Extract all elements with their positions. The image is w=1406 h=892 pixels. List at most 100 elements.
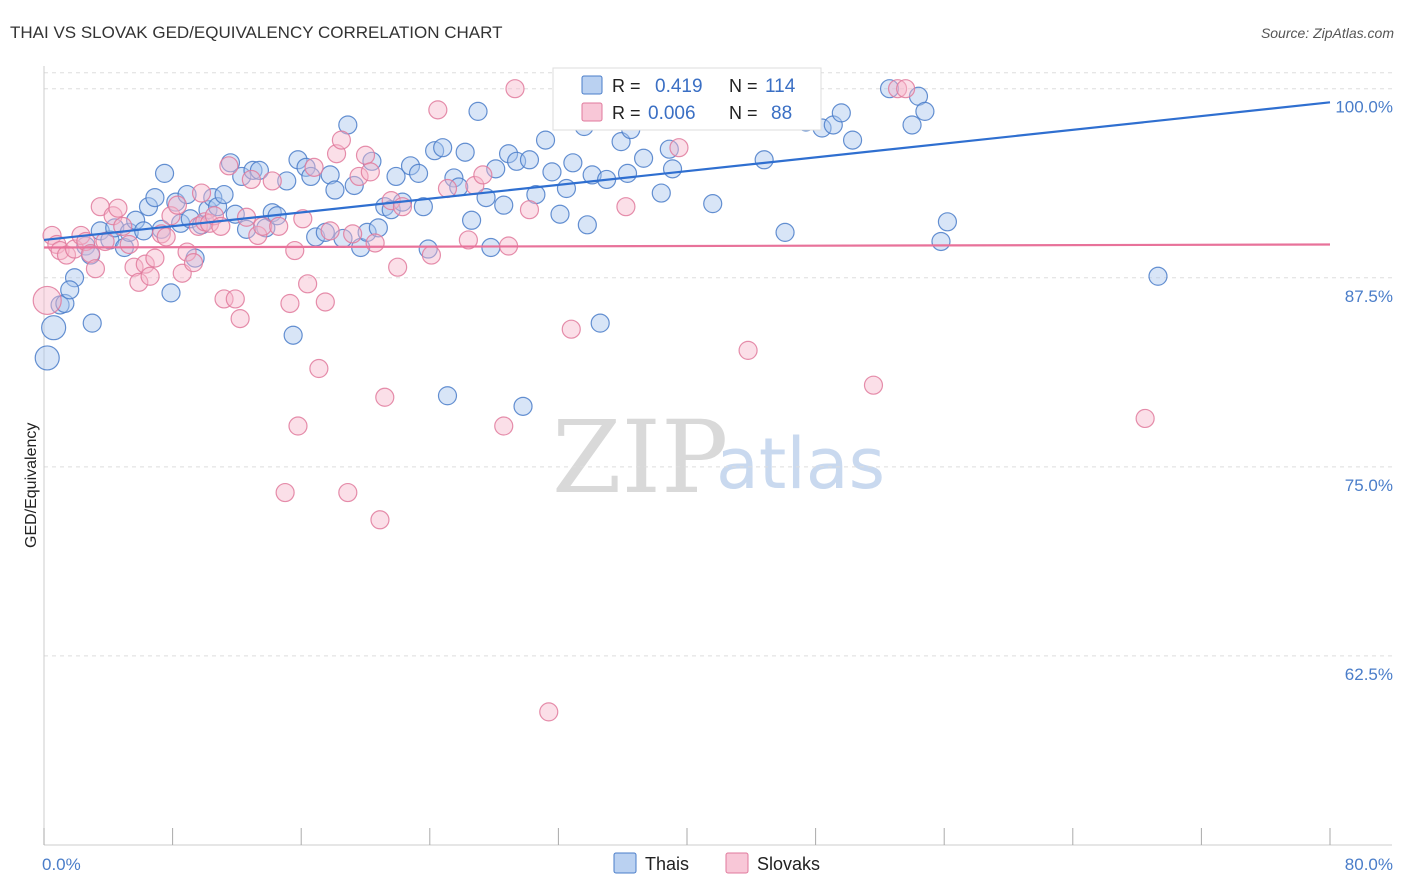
slovaks-point (241, 169, 261, 190)
thais-point (161, 283, 181, 303)
slovaks-point (248, 225, 268, 246)
thais-point (754, 150, 774, 170)
slovaks-point (1135, 408, 1155, 429)
slovaks-point (32, 285, 62, 316)
y-tick-label: 100.0% (1335, 98, 1393, 117)
slovaks-point (331, 130, 351, 150)
slovaks-point (135, 254, 155, 274)
thais-point (386, 166, 406, 187)
thais-point (177, 184, 197, 205)
slovaks-point (262, 171, 282, 191)
thais-point (461, 210, 482, 230)
thais-point (902, 115, 922, 135)
thais-point (931, 231, 951, 252)
slovaks-point (129, 272, 149, 292)
slovaks-point (355, 145, 376, 165)
legend-swatch-thais (613, 852, 637, 874)
legend-swatch-slovaks (725, 852, 749, 874)
thais-point (535, 130, 556, 150)
slovaks-r-label: R = (612, 103, 641, 123)
thais-point (455, 142, 475, 162)
slovaks-point (298, 274, 318, 294)
y-tick-label: 87.5% (1345, 287, 1393, 306)
slovaks-point (388, 257, 408, 277)
slovaks-point (275, 482, 295, 503)
gridlines (44, 72, 1392, 657)
slovaks-point (738, 340, 758, 360)
slovaks-point (230, 309, 250, 329)
slovaks-point (253, 216, 273, 236)
thais-point (550, 204, 570, 224)
slovaks-point (225, 289, 245, 309)
slovaks-point (375, 387, 395, 407)
x-tick-label-max: 80.0% (1345, 855, 1393, 874)
slovaks-r-value: 0.006 (648, 103, 696, 124)
slovaks-point (365, 233, 385, 253)
slovaks-n-value: 88 (771, 103, 792, 124)
thais-point (64, 268, 85, 288)
thais-point (662, 159, 683, 179)
slovaks-point (108, 198, 128, 218)
slovaks-point (269, 216, 289, 236)
slovaks-point (119, 234, 139, 255)
thais-point (214, 184, 234, 205)
slovaks-point (539, 702, 559, 722)
thais-point (437, 386, 458, 406)
y-tick-label: 75.0% (1345, 476, 1393, 495)
thais-point (320, 165, 340, 185)
slovaks-point (315, 292, 335, 312)
thais-point (220, 153, 241, 173)
slovaks-point (561, 319, 581, 339)
slovaks-point (191, 183, 212, 203)
slovaks-point (145, 248, 165, 268)
slovaks-point (473, 165, 493, 185)
thais-point (582, 165, 602, 185)
thais-point (842, 130, 863, 150)
slovaks-point (494, 416, 514, 436)
slovaks-point (421, 245, 442, 265)
thais-point (283, 325, 303, 345)
slovaks-point (293, 209, 313, 229)
thais-point (288, 150, 308, 170)
thais-point (34, 345, 60, 371)
slovaks-point (81, 243, 101, 264)
thais-point (659, 139, 679, 159)
thais-point (563, 153, 583, 173)
thais-point (277, 171, 297, 191)
slovaks-point (85, 259, 106, 279)
slovaks-point (280, 293, 300, 314)
thais-point (60, 280, 80, 300)
thais-stats-swatch (581, 75, 603, 95)
thais-point (444, 168, 464, 188)
thais-point (703, 194, 723, 214)
slovaks-point (887, 79, 908, 99)
thais-point (937, 212, 958, 232)
thais-point (651, 183, 671, 203)
slovaks-point (161, 206, 181, 226)
thais-n-label: N = (729, 76, 758, 96)
thais-point (617, 163, 638, 183)
slovaks-point (616, 197, 636, 217)
slovaks-point (896, 79, 916, 99)
legend-label-thais: Thais (645, 854, 689, 874)
slovaks-point (214, 289, 234, 309)
thais-point (494, 195, 514, 215)
thais-point (468, 101, 488, 121)
slovaks-point (370, 510, 390, 530)
slovaks-point (183, 253, 204, 273)
slovaks-point (304, 157, 324, 177)
slovaks-point (124, 257, 144, 277)
thais-point (542, 162, 562, 182)
thais-point (368, 218, 388, 238)
thais-r-label: R = (612, 76, 641, 96)
thais-point (344, 175, 364, 196)
thais-r-value: 0.419 (655, 76, 703, 97)
thais-point (513, 396, 533, 416)
watermark: ZIP atlas (552, 399, 885, 516)
thais-point (413, 197, 433, 217)
slovaks-point (343, 224, 363, 244)
thais-point (915, 101, 935, 121)
thais-point (498, 144, 519, 164)
watermark-atlas: atlas (716, 423, 885, 505)
chart-title: THAI VS SLOVAK GED/EQUIVALENCY CORRELATI… (10, 23, 503, 42)
